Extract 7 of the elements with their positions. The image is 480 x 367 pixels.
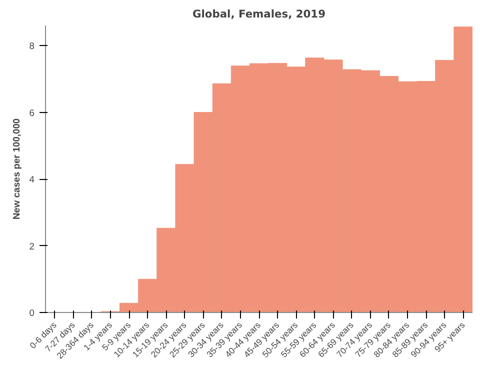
chart-title: Global, Females, 2019 bbox=[192, 8, 326, 20]
y-tick-label: 8 bbox=[29, 41, 35, 52]
y-axis-title: New cases per 100,000 bbox=[11, 118, 22, 220]
y-tick-label: 0 bbox=[29, 308, 35, 318]
y-tick-label: 4 bbox=[29, 174, 35, 185]
y-tick-label: 2 bbox=[29, 241, 35, 252]
y-tick-label: 6 bbox=[29, 108, 35, 118]
